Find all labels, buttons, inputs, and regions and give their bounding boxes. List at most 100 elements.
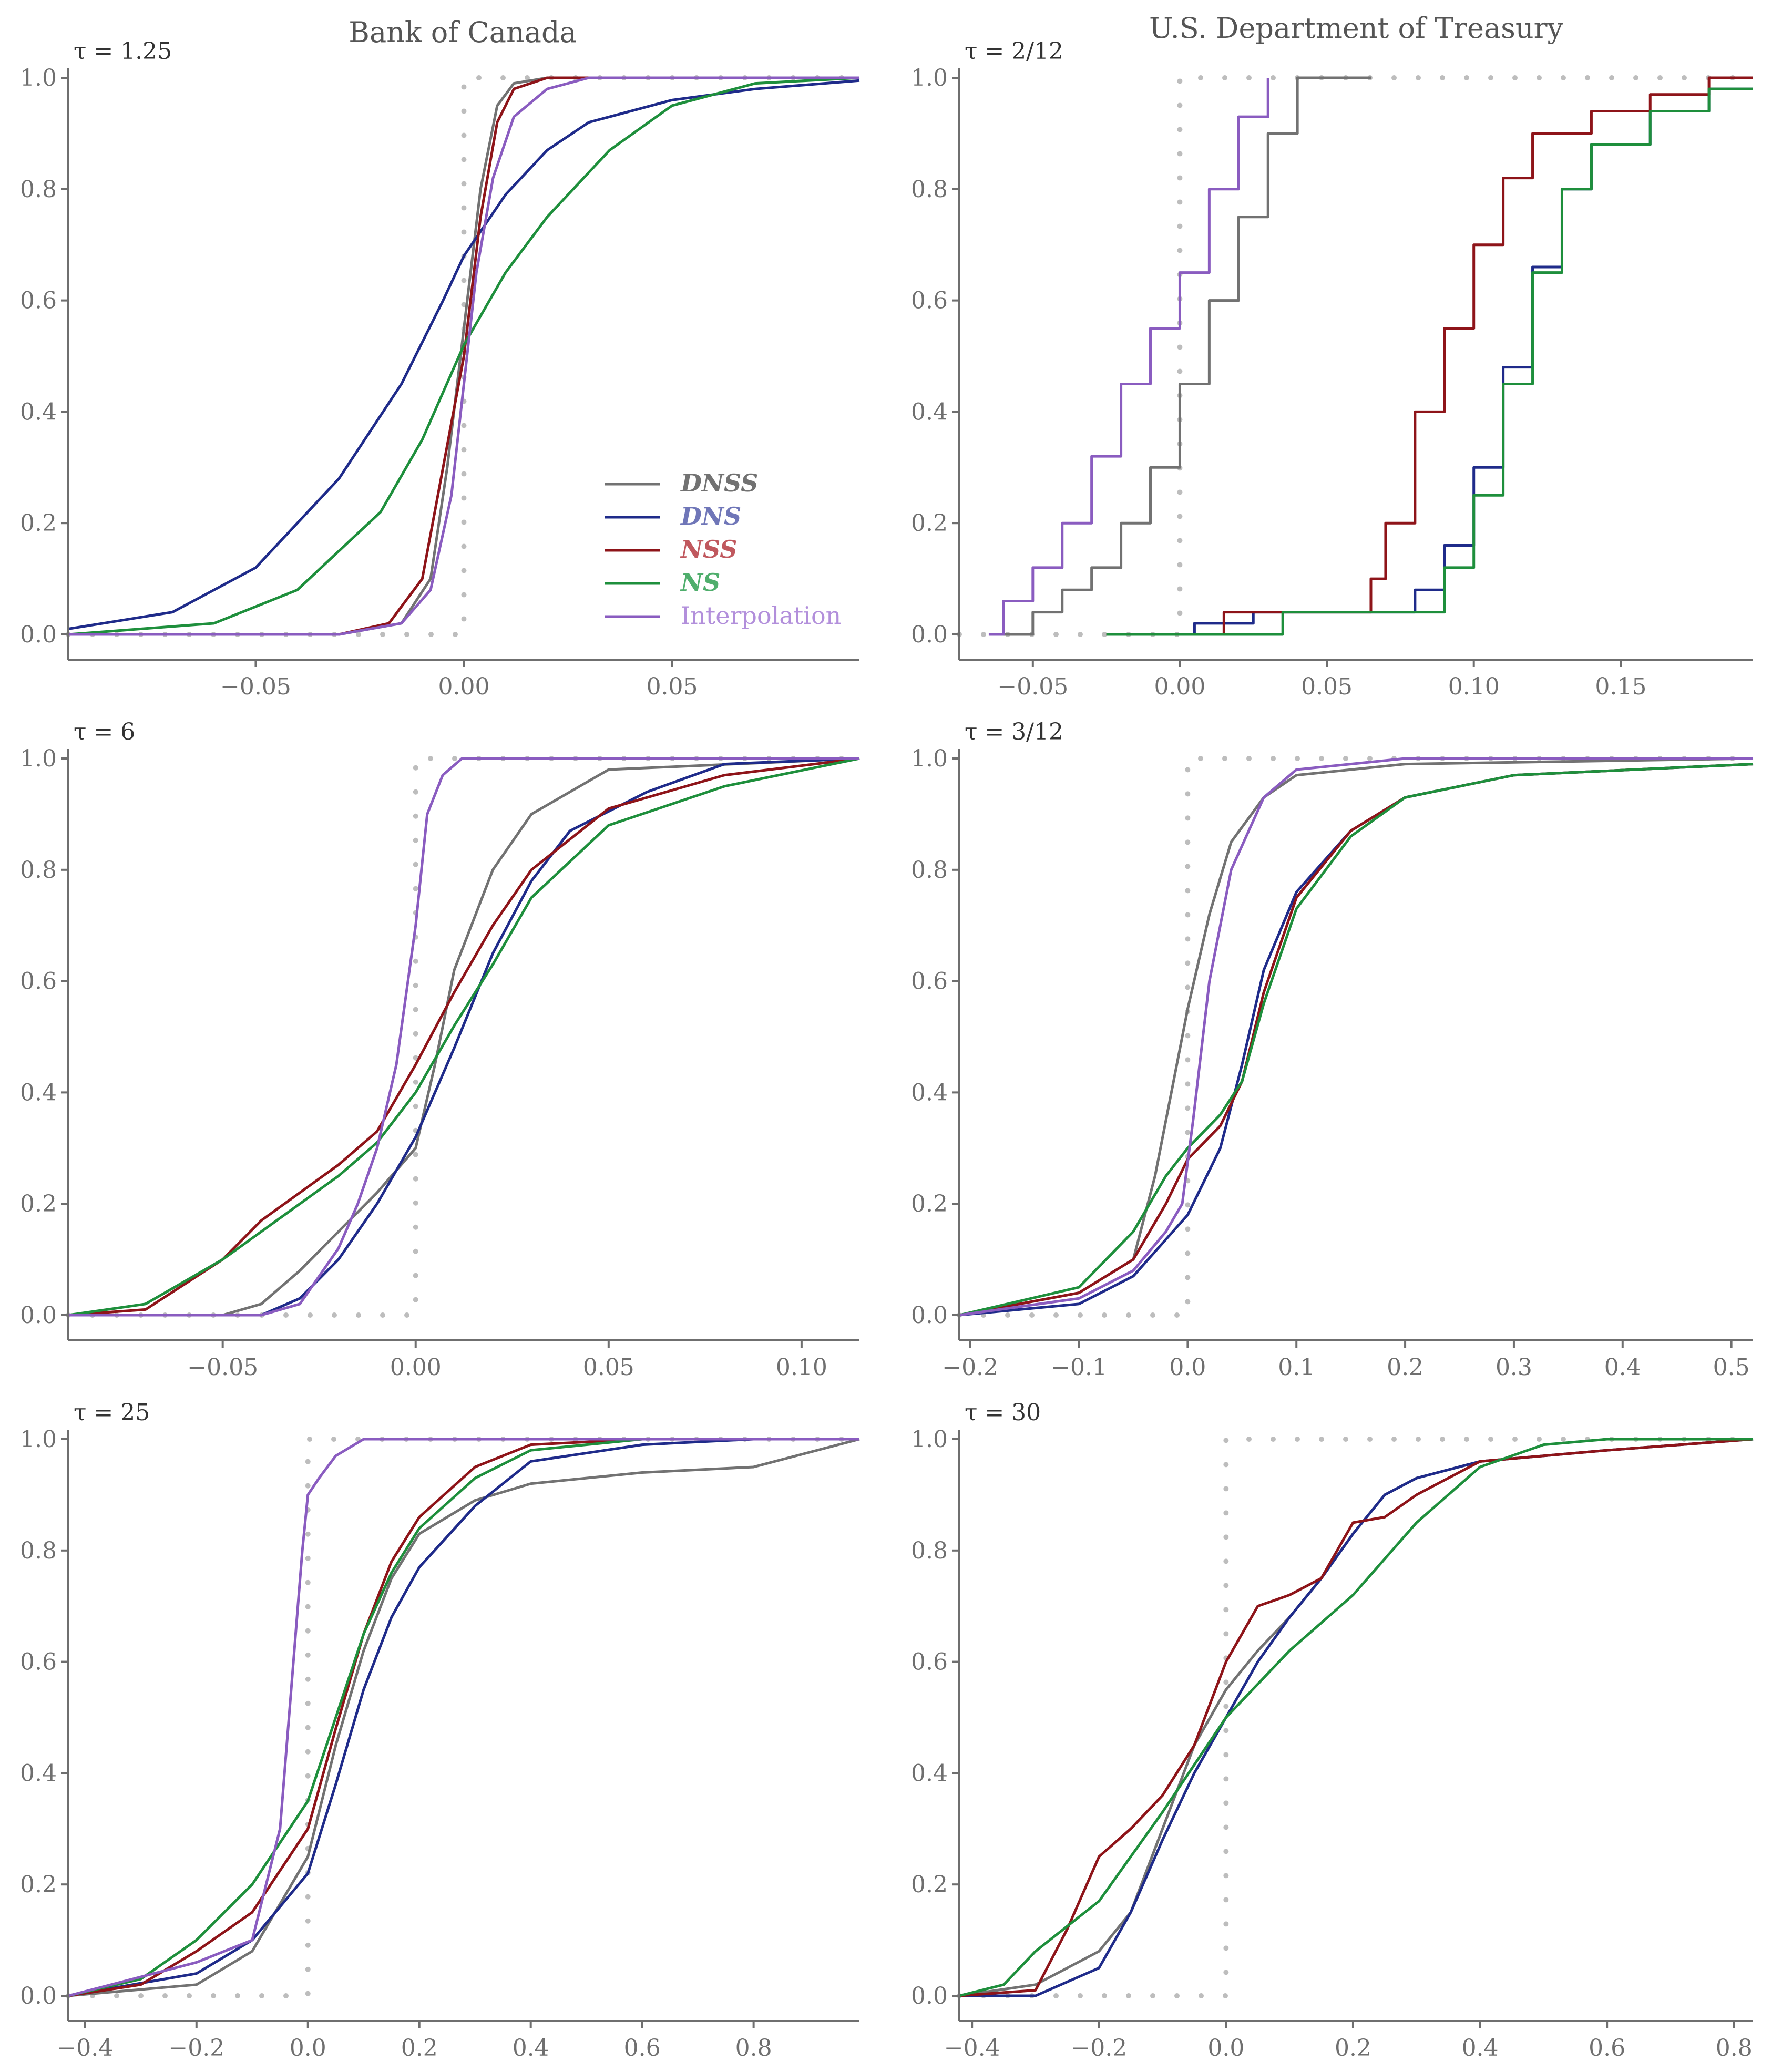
y-tick-label: 0.4 (911, 398, 948, 425)
x-tick-label: 0.2 (1387, 1354, 1423, 1381)
tau-label: τ = 30 (965, 1399, 1041, 1426)
x-tick-label: −0.05 (220, 673, 291, 700)
series-line-dnss (68, 757, 860, 1317)
reference-step-line (957, 75, 1756, 637)
reference-step-line (957, 1437, 1756, 1998)
x-tick-label: −0.4 (944, 2035, 1000, 2061)
y-tick-label: 0.4 (911, 1760, 948, 1787)
x-tick-label: 0.10 (776, 1354, 827, 1381)
y-tick-label: 0.2 (20, 1871, 57, 1898)
y-tick-label: 0.8 (20, 857, 57, 884)
column-title-left: Bank of Canada (349, 16, 576, 49)
y-tick-label: 0.8 (911, 857, 948, 884)
series-line-dns (1106, 87, 1753, 636)
x-tick-label: 0.5 (1713, 1354, 1750, 1381)
x-tick-label: 0.00 (438, 673, 490, 700)
panel-top-right: 0.0 0.2 0.4 0.6 0.8 1.0 −0.05 0.00 0.05 0.10 0.15 τ… (911, 38, 1756, 700)
series-line-dnss (959, 757, 1754, 1317)
x-tick-label: 0.05 (1301, 673, 1353, 700)
series-line-ns (68, 757, 860, 1317)
x-tick-label: −0.2 (168, 2035, 224, 2061)
x-tick-label: 0.00 (390, 1354, 442, 1381)
reference-step-line (957, 756, 1756, 1318)
series-line-interpolation (68, 757, 859, 1317)
y-tick-label: 0.8 (911, 1537, 948, 1564)
y-tick-label: 0.2 (911, 1191, 948, 1217)
y-tick-label: 0.6 (20, 1649, 57, 1676)
panel-middle-left: 0.0 0.2 0.4 0.6 0.8 1.0 −0.05 0.00 0.05 0.10 τ = 6 (20, 719, 862, 1381)
y-tick-label: 1.0 (20, 1426, 57, 1453)
y-tick-label: 0.0 (20, 1983, 57, 2009)
series-line-nss (1106, 76, 1753, 636)
y-tick-label: 0.4 (20, 1760, 57, 1787)
series-line-dns (68, 1438, 859, 1997)
y-tick-label: 0.8 (911, 176, 948, 203)
x-tick-label: 0.0 (1169, 1354, 1206, 1381)
tau-label: τ = 6 (74, 719, 135, 745)
x-tick-label: 0.6 (1589, 2035, 1625, 2061)
panel-middle-right: 0.0 0.2 0.4 0.6 0.8 1.0 −0.2 −0.1 0.0 0.1 0.2 0.3 0.… (911, 719, 1756, 1381)
series-line-ns (959, 1438, 1753, 1997)
series-line-nss (959, 1438, 1754, 1997)
x-tick-label: 0.4 (1604, 1354, 1641, 1381)
y-tick-label: 1.0 (911, 1426, 948, 1453)
series-line-interpolation (68, 1438, 859, 1997)
panel-top-left: 0.0 0.2 0.4 0.6 0.8 1.0 −0.05 0.00 0.05 τ = 1.25 D… (20, 38, 862, 700)
series-line-dnss (68, 1438, 860, 1997)
legend-label-dnss: DNSS (680, 469, 758, 497)
y-tick-label: 0.2 (20, 1191, 57, 1217)
x-tick-label: 0.4 (1462, 2035, 1499, 2061)
tau-label: τ = 25 (74, 1399, 150, 1426)
x-tick-label: −0.2 (1071, 2035, 1127, 2061)
y-tick-label: 0.6 (20, 968, 57, 995)
series-line-ns (959, 763, 1754, 1317)
tau-label: τ = 3/12 (965, 719, 1063, 745)
y-tick-label: 0.6 (911, 1649, 948, 1676)
y-tick-label: 0.2 (911, 510, 948, 537)
legend: DNSS DNS NSS NS Interpolation (605, 469, 841, 630)
x-tick-label: 0.10 (1448, 673, 1500, 700)
x-tick-label: 0.0 (1207, 2035, 1244, 2061)
x-tick-label: 0.1 (1278, 1354, 1315, 1381)
tau-label: τ = 1.25 (74, 38, 172, 65)
y-tick-label: 0.6 (911, 288, 948, 314)
legend-label-nss: NSS (680, 535, 737, 563)
y-tick-label: 1.0 (20, 65, 57, 91)
reference-step-line (66, 1437, 862, 1998)
reference-step-line (66, 756, 862, 1318)
x-tick-label: 0.8 (1716, 2035, 1753, 2061)
x-tick-label: −0.1 (1051, 1354, 1107, 1381)
x-tick-label: 0.05 (583, 1354, 634, 1381)
series-line-ns (1106, 87, 1753, 636)
y-tick-label: 0.0 (20, 621, 57, 648)
panel-bottom-left: 0.0 0.2 0.4 0.6 0.8 1.0 −0.4 −0.2 0.0 0.2 0.4 0.6 0.… (20, 1399, 862, 2061)
y-tick-label: 0.0 (20, 1302, 57, 1329)
series-line-dns (959, 1438, 1754, 1997)
series-line-ns (68, 1438, 859, 1997)
x-tick-label: 0.15 (1595, 673, 1646, 700)
series-line-interpolation (959, 757, 1753, 1317)
y-tick-label: 1.0 (911, 65, 948, 91)
tau-label: τ = 2/12 (965, 38, 1063, 65)
y-tick-label: 0.8 (20, 1537, 57, 1564)
y-tick-label: 0.4 (20, 398, 57, 425)
column-title-right: U.S. Department of Treasury (1149, 12, 1563, 45)
y-tick-label: 0.2 (911, 1871, 948, 1898)
x-tick-label: −0.4 (57, 2035, 113, 2061)
series-line-ns (68, 76, 860, 636)
y-tick-label: 0.8 (20, 176, 57, 203)
y-tick-label: 0.0 (911, 1983, 948, 2009)
x-tick-label: 0.2 (401, 2035, 438, 2061)
series-line-interpolation (988, 78, 1269, 636)
series-line-nss (959, 763, 1754, 1317)
x-tick-label: −0.05 (997, 673, 1068, 700)
x-tick-label: 0.3 (1496, 1354, 1532, 1381)
series-line-dns (68, 79, 860, 630)
y-tick-label: 0.0 (911, 621, 948, 648)
x-tick-label: 0.4 (513, 2035, 549, 2061)
y-tick-label: 0.2 (20, 510, 57, 537)
series-line-interpolation (68, 76, 859, 636)
series-line-nss (68, 1438, 859, 1997)
x-tick-label: −0.05 (187, 1354, 258, 1381)
y-tick-label: 0.6 (20, 288, 57, 314)
